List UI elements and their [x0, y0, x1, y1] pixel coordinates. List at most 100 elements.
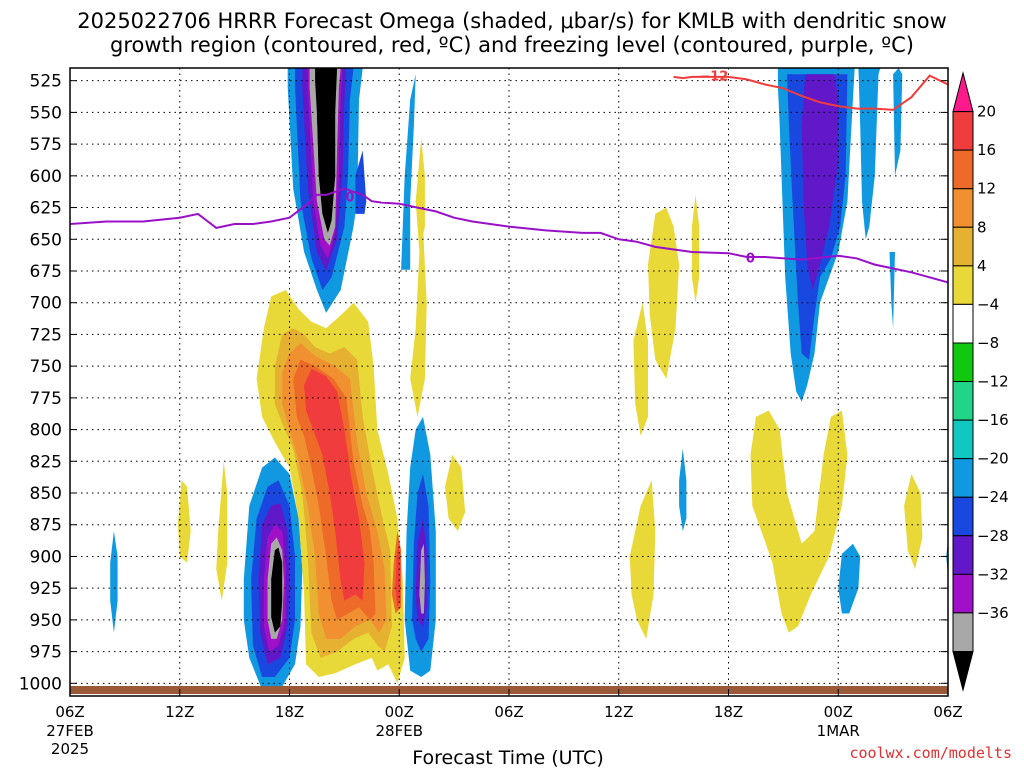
colorbar-label-6: −8	[977, 334, 999, 352]
omega-region-14	[889, 252, 895, 329]
omega-region-40	[415, 137, 425, 252]
colorbar-label-11: −28	[977, 527, 1009, 545]
freezing-level-label-a: 0	[345, 190, 354, 205]
y-tick-label-975: 975	[30, 643, 62, 663]
chart-title-line1: 2025022706 HRRR Forecast Omega (shaded, …	[77, 9, 947, 33]
colorbar-label-0: 20	[977, 103, 996, 121]
colorbar-swatch-0	[952, 71, 974, 113]
y-tick-label-775: 775	[30, 389, 62, 409]
x-tick-label-4: 06Z	[494, 703, 523, 721]
omega-region-11	[801, 74, 839, 290]
y-tick-label-725: 725	[30, 325, 62, 345]
colorbar-swatch-14	[952, 612, 974, 652]
omega-region-34	[304, 368, 365, 601]
y-tick-label-1000: 1000	[19, 674, 62, 694]
omega-region-28	[838, 543, 861, 614]
colorbar-label-5: −4	[977, 295, 999, 313]
y-tick-label-650: 650	[30, 230, 62, 250]
contour-lines: 0 0 −12	[70, 70, 948, 284]
credit-text: coolwx.com/modelts	[849, 744, 1012, 762]
omega-shaded-regions	[110, 68, 948, 690]
colorbar-swatch-6	[952, 303, 974, 344]
y-tick-label-575: 575	[30, 135, 62, 155]
x-tick-label-5: 12Z	[604, 703, 633, 721]
colorbar-label-9: −20	[977, 450, 1009, 468]
y-tick-label-925: 925	[30, 579, 62, 599]
colorbar-swatch-2	[952, 149, 974, 190]
y-tick-label-550: 550	[30, 103, 62, 123]
y-tick-label-750: 750	[30, 357, 62, 377]
omega-region-7	[355, 150, 367, 214]
omega-region-42	[691, 194, 700, 303]
y-tick-label-875: 875	[30, 516, 62, 536]
x-tick-year-0: 2025	[51, 740, 89, 758]
colorbar-swatch-10	[952, 458, 974, 498]
chart-title-line2: growth region (contoured, red, ºC) and f…	[110, 33, 914, 57]
x-tick-label-7: 00Z	[824, 703, 853, 721]
omega-region-13	[893, 68, 903, 176]
y-tick-label-700: 700	[30, 294, 62, 314]
colorbar-label-8: −16	[977, 411, 1009, 429]
colorbar-label-1: 16	[977, 141, 996, 159]
colorbar-swatch-8	[952, 381, 974, 421]
colorbar-label-3: 8	[977, 218, 987, 236]
omega-region-6	[316, 80, 334, 227]
omega-region-39	[410, 226, 427, 417]
x-tick-date-7: 1MAR	[817, 722, 860, 740]
omega-region-25	[419, 543, 425, 614]
omega-region-41	[648, 207, 680, 379]
y-tick-label-825: 825	[30, 452, 62, 472]
colorbar-swatch-7	[952, 342, 974, 382]
colorbar-swatch-4	[952, 226, 974, 267]
x-axis-label: Forecast Time (UTC)	[412, 747, 603, 768]
omega-region-26	[110, 531, 118, 633]
x-tick-date-3: 28FEB	[376, 722, 423, 740]
omega-region-37	[216, 461, 228, 601]
y-axis: 525 550 575 600 625 650 675 700 725 750 775 800 825 8…	[19, 72, 948, 694]
y-tick-label-675: 675	[30, 262, 62, 282]
grid-lines	[70, 68, 948, 696]
colorbar: 20 16 12 8 4 −4 −8 −12 −16 −20 −24 −28 −32 −36	[952, 71, 1009, 692]
omega-region-27	[679, 448, 687, 532]
colorbar-label-12: −32	[977, 565, 1009, 583]
x-tick-label-0: 06Z	[55, 703, 84, 721]
colorbar-swatch-5	[952, 265, 974, 305]
y-tick-label-850: 850	[30, 484, 62, 504]
omega-region-45	[750, 410, 848, 633]
omega-region-21	[273, 556, 281, 627]
y-tick-label-900: 900	[30, 547, 62, 567]
y-tick-label-600: 600	[30, 167, 62, 187]
colorbar-label-10: −24	[977, 488, 1009, 506]
colorbar-swatch-15	[952, 650, 974, 692]
x-tick-label-3: 00Z	[385, 703, 414, 721]
omega-region-47	[177, 480, 191, 563]
colorbar-swatch-13	[952, 573, 974, 614]
colorbar-label-2: 12	[977, 180, 996, 198]
colorbar-swatch-3	[952, 188, 974, 228]
y-tick-label-525: 525	[30, 72, 62, 92]
omega-region-44	[629, 480, 656, 639]
y-tick-label-950: 950	[30, 611, 62, 631]
omega-region-46	[904, 474, 923, 570]
colorbar-swatch-11	[952, 496, 974, 537]
x-tick-label-6: 18Z	[714, 703, 743, 721]
x-tick-label-1: 12Z	[165, 703, 194, 721]
dgz-contour-label: −12	[699, 70, 728, 85]
freezing-level-contour	[70, 187, 948, 284]
colorbar-label-4: 4	[977, 257, 987, 275]
y-tick-label-800: 800	[30, 421, 62, 441]
omega-region-43	[633, 302, 648, 436]
colorbar-swatch-9	[952, 419, 974, 460]
dgz-contour	[673, 74, 948, 111]
x-tick-date-0: 27FEB	[46, 722, 93, 740]
x-tick-label-8: 06Z	[933, 703, 962, 721]
x-tick-label-2: 18Z	[275, 703, 304, 721]
colorbar-swatch-12	[952, 535, 974, 575]
omega-region-8	[401, 74, 416, 270]
colorbar-label-13: −36	[977, 604, 1009, 622]
omega-region-12	[858, 68, 881, 240]
colorbar-swatch-1	[952, 111, 974, 151]
y-tick-label-625: 625	[30, 199, 62, 219]
